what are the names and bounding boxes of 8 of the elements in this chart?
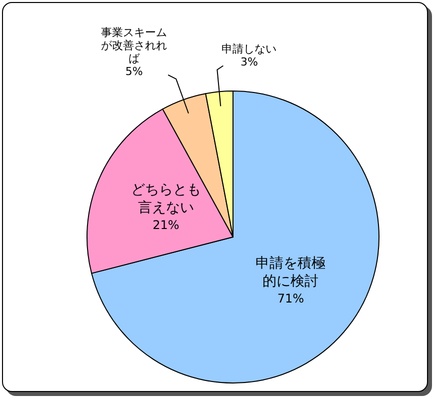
slice-label: 申請を積極的に検討 (256, 256, 326, 290)
data-label: 5% (125, 64, 143, 78)
data-label: 71% (277, 292, 304, 306)
data-label: 3% (240, 56, 258, 69)
data-label: 21% (152, 218, 180, 232)
slice-label: 事業スキームが改善されれば (101, 26, 168, 65)
slice-label: どちらとも言えない (131, 182, 202, 216)
slice-label: 申請しない (222, 42, 277, 56)
